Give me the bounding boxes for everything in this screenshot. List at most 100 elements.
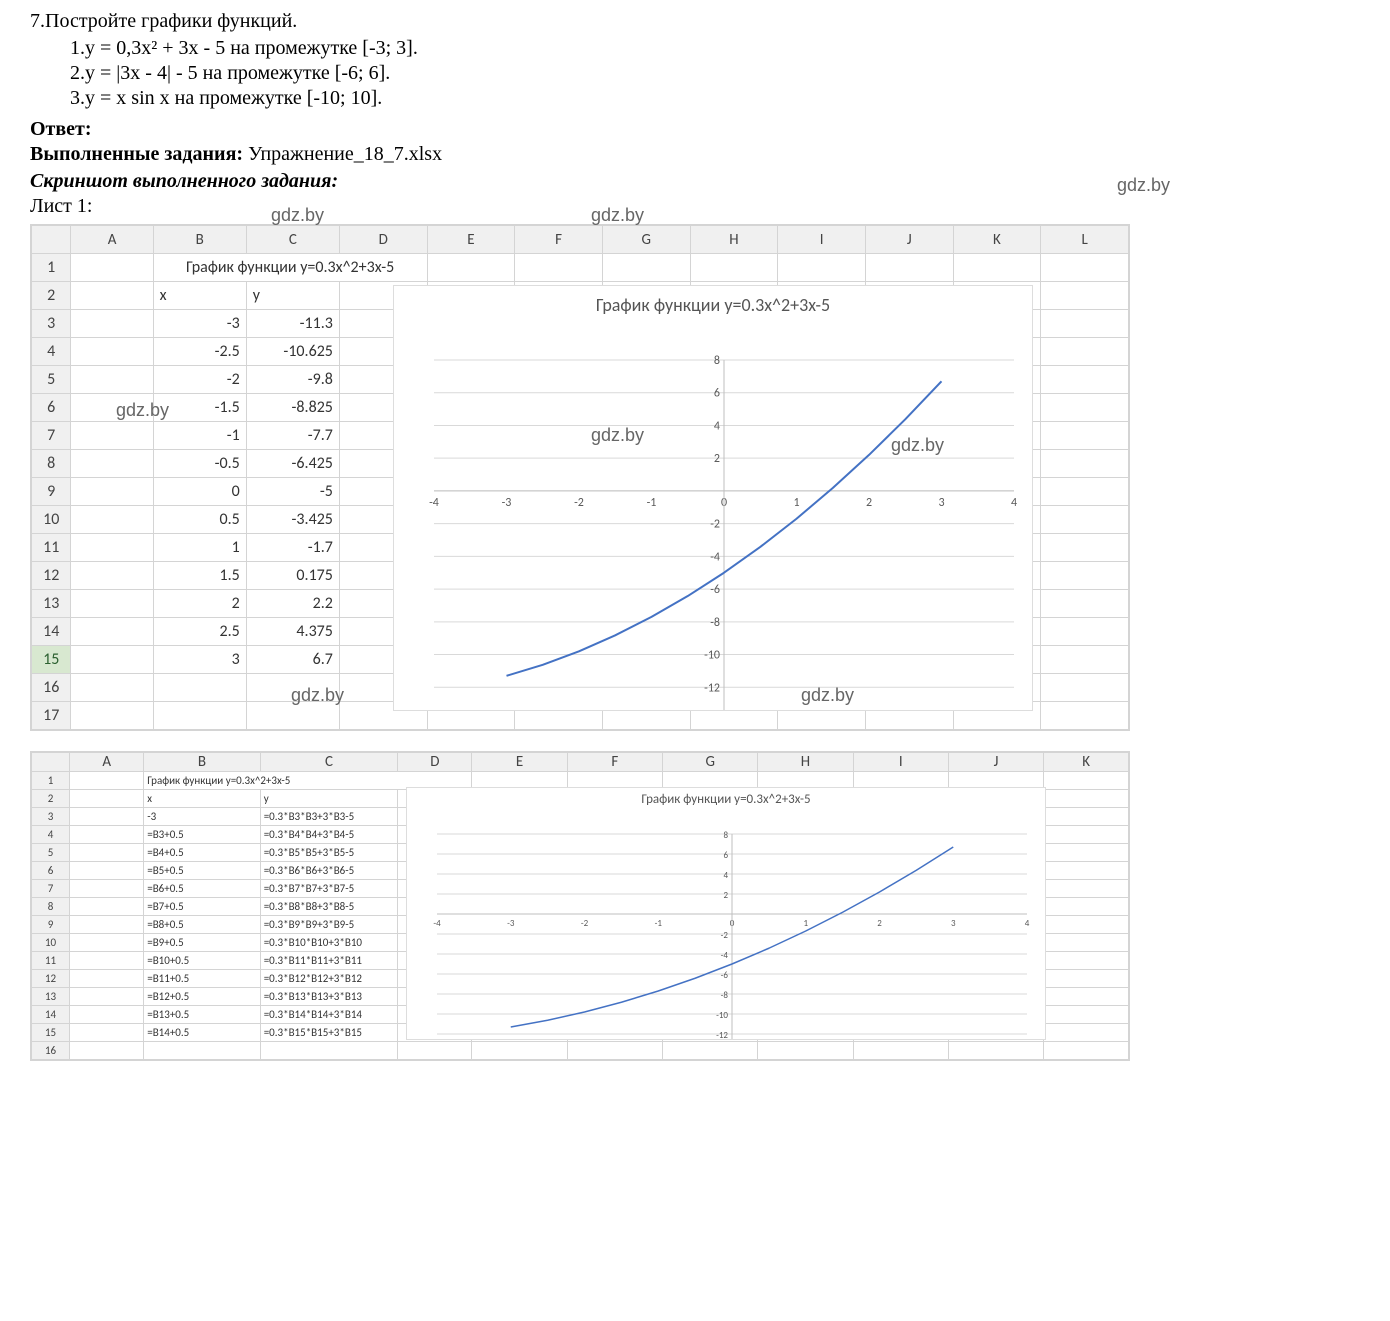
row-header[interactable]: 12	[32, 562, 71, 590]
cell[interactable]	[1044, 1006, 1129, 1024]
cell[interactable]	[1041, 702, 1129, 730]
cell[interactable]	[71, 478, 153, 506]
cell[interactable]: =0.3*B12*B12+3*B12	[260, 970, 398, 988]
cell[interactable]: =0.3*B10*B10+3*B10	[260, 934, 398, 952]
cell[interactable]: =0.3*B7*B7+3*B7-5	[260, 880, 398, 898]
row-header[interactable]: 2	[32, 790, 70, 808]
cell[interactable]	[1044, 808, 1129, 826]
cell[interactable]	[260, 1042, 398, 1060]
cell[interactable]	[1041, 338, 1129, 366]
cell[interactable]	[70, 772, 144, 790]
column-header-f[interactable]: F	[567, 753, 662, 772]
cell[interactable]: -1.7	[246, 534, 339, 562]
cell[interactable]: 0.5	[153, 506, 246, 534]
cell[interactable]: 1.5	[153, 562, 246, 590]
cell[interactable]	[70, 862, 144, 880]
cell[interactable]: -3.425	[246, 506, 339, 534]
cell[interactable]	[1041, 254, 1129, 282]
cell[interactable]: x	[153, 282, 246, 310]
cell[interactable]	[70, 970, 144, 988]
column-header-g[interactable]: G	[663, 753, 758, 772]
select-all-corner[interactable]	[32, 753, 70, 772]
cell[interactable]: =0.3*B15*B15+3*B15	[260, 1024, 398, 1042]
cell[interactable]	[71, 506, 153, 534]
row-header[interactable]: 9	[32, 916, 70, 934]
column-header-k[interactable]: K	[1044, 753, 1129, 772]
column-header-i[interactable]: I	[778, 226, 866, 254]
column-header-c[interactable]: C	[246, 226, 339, 254]
cell[interactable]: 0.175	[246, 562, 339, 590]
cell[interactable]	[515, 254, 603, 282]
cell[interactable]	[427, 254, 515, 282]
cell[interactable]	[246, 702, 339, 730]
cell[interactable]	[71, 646, 153, 674]
cell[interactable]	[70, 916, 144, 934]
cell[interactable]	[1044, 898, 1129, 916]
cell[interactable]: =0.3*B14*B14+3*B14	[260, 1006, 398, 1024]
cell[interactable]	[70, 1042, 144, 1060]
cell[interactable]	[70, 898, 144, 916]
cell[interactable]: =B13+0.5	[144, 1006, 260, 1024]
row-header[interactable]: 17	[32, 702, 71, 730]
cell[interactable]: -6.425	[246, 450, 339, 478]
cell[interactable]	[567, 1042, 662, 1060]
cell[interactable]: -10.625	[246, 338, 339, 366]
cell[interactable]	[1044, 934, 1129, 952]
row-header[interactable]: 14	[32, 1006, 70, 1024]
cell[interactable]: =0.3*B6*B6+3*B6-5	[260, 862, 398, 880]
cell[interactable]	[70, 1006, 144, 1024]
row-header[interactable]: 10	[32, 934, 70, 952]
column-header-e[interactable]: E	[427, 226, 515, 254]
cell[interactable]	[70, 790, 144, 808]
cell[interactable]	[70, 844, 144, 862]
row-header[interactable]: 4	[32, 338, 71, 366]
cell[interactable]: -3	[153, 310, 246, 338]
column-header-b[interactable]: B	[153, 226, 246, 254]
cell[interactable]: y	[246, 282, 339, 310]
cell[interactable]	[1041, 646, 1129, 674]
cell[interactable]	[71, 422, 153, 450]
row-header[interactable]: 9	[32, 478, 71, 506]
row-header[interactable]: 11	[32, 534, 71, 562]
cell[interactable]: =B6+0.5	[144, 880, 260, 898]
cell[interactable]	[1041, 534, 1129, 562]
cell[interactable]	[1044, 1042, 1129, 1060]
cell[interactable]	[1044, 790, 1129, 808]
cell[interactable]	[144, 1042, 260, 1060]
cell[interactable]	[398, 1042, 472, 1060]
cell[interactable]	[71, 282, 153, 310]
row-header[interactable]: 6	[32, 394, 71, 422]
row-header[interactable]: 8	[32, 450, 71, 478]
cell[interactable]: =B4+0.5	[144, 844, 260, 862]
cell[interactable]: 0	[153, 478, 246, 506]
cell[interactable]	[71, 366, 153, 394]
column-header-d[interactable]: D	[398, 753, 472, 772]
cell[interactable]	[246, 674, 339, 702]
row-header[interactable]: 4	[32, 826, 70, 844]
row-header[interactable]: 12	[32, 970, 70, 988]
cell[interactable]	[1044, 1024, 1129, 1042]
row-header[interactable]: 5	[32, 366, 71, 394]
cell[interactable]	[865, 254, 953, 282]
cell[interactable]: =B12+0.5	[144, 988, 260, 1006]
cell[interactable]	[1041, 506, 1129, 534]
cell[interactable]: =0.3*B4*B4+3*B4-5	[260, 826, 398, 844]
cell[interactable]: -8.825	[246, 394, 339, 422]
cell[interactable]	[663, 1042, 758, 1060]
cell[interactable]	[948, 1042, 1043, 1060]
cell[interactable]	[71, 590, 153, 618]
cell[interactable]: 2	[153, 590, 246, 618]
row-header[interactable]: 1	[32, 772, 70, 790]
cell[interactable]	[70, 1024, 144, 1042]
cell[interactable]: -2.5	[153, 338, 246, 366]
row-header[interactable]: 14	[32, 618, 71, 646]
column-header-d[interactable]: D	[339, 226, 427, 254]
row-header[interactable]: 13	[32, 590, 71, 618]
cell[interactable]	[1044, 772, 1129, 790]
column-header-l[interactable]: L	[1041, 226, 1129, 254]
cell[interactable]: График функции y=0.3x^2+3x-5	[153, 254, 427, 282]
column-header-j[interactable]: J	[948, 753, 1043, 772]
row-header[interactable]: 10	[32, 506, 71, 534]
row-header[interactable]: 2	[32, 282, 71, 310]
cell[interactable]	[1041, 450, 1129, 478]
